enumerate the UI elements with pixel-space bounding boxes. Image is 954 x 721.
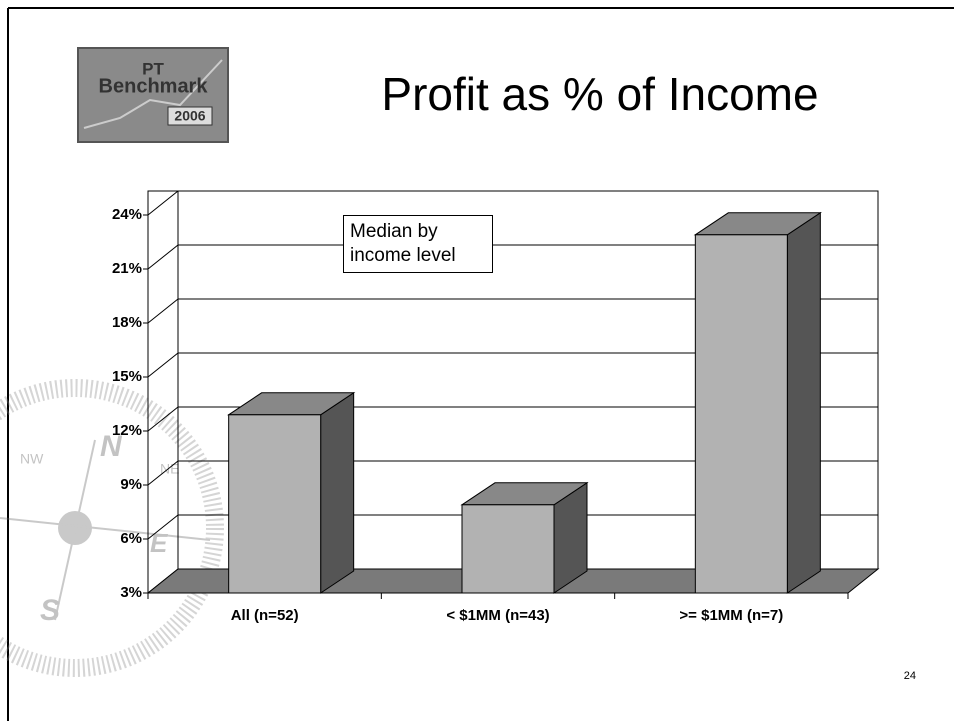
y-tick-label: 3% (120, 584, 142, 601)
logo-text: PT (142, 59, 164, 78)
grid-line (147, 514, 878, 540)
bar (461, 504, 555, 594)
chart-title: Profit as % of Income (381, 68, 818, 120)
logo: PT Benchmark 2006 (77, 47, 229, 143)
compass-letter: E (150, 528, 168, 558)
compass-letter: N (100, 430, 123, 463)
bar (694, 234, 788, 594)
bar-side (786, 211, 821, 594)
compass-letter: NE (160, 461, 179, 477)
grid-line (147, 352, 878, 378)
bar-side (320, 391, 355, 594)
grid-line (147, 244, 878, 270)
logo-year: 2006 (174, 108, 205, 124)
y-tick-label: 12% (112, 422, 142, 439)
logo-box (77, 47, 229, 143)
grid-line (147, 298, 878, 324)
grid-line (147, 460, 878, 486)
compass: N S NW NE E (0, 379, 224, 677)
page-number: 24 (904, 670, 916, 682)
grid-line (147, 406, 878, 432)
y-tick-label: 6% (120, 530, 142, 547)
compass-letter: NW (20, 451, 44, 467)
compass-letter: S (40, 594, 60, 627)
logo-text: Benchmark (99, 75, 209, 97)
x-tick-label: < $1MM (n=43) (446, 607, 549, 624)
y-tick-label: 24% (112, 206, 142, 223)
x-tick-label: All (n=52) (231, 607, 299, 624)
annotation: Median by income level (343, 215, 493, 273)
bar (228, 414, 322, 594)
x-tick-label: >= $1MM (n=7) (679, 607, 783, 624)
grid-line (147, 190, 878, 216)
y-tick-label: 15% (112, 368, 142, 385)
y-tick-label: 21% (112, 260, 142, 277)
y-tick-label: 18% (112, 314, 142, 331)
y-tick-label: 9% (120, 476, 142, 493)
